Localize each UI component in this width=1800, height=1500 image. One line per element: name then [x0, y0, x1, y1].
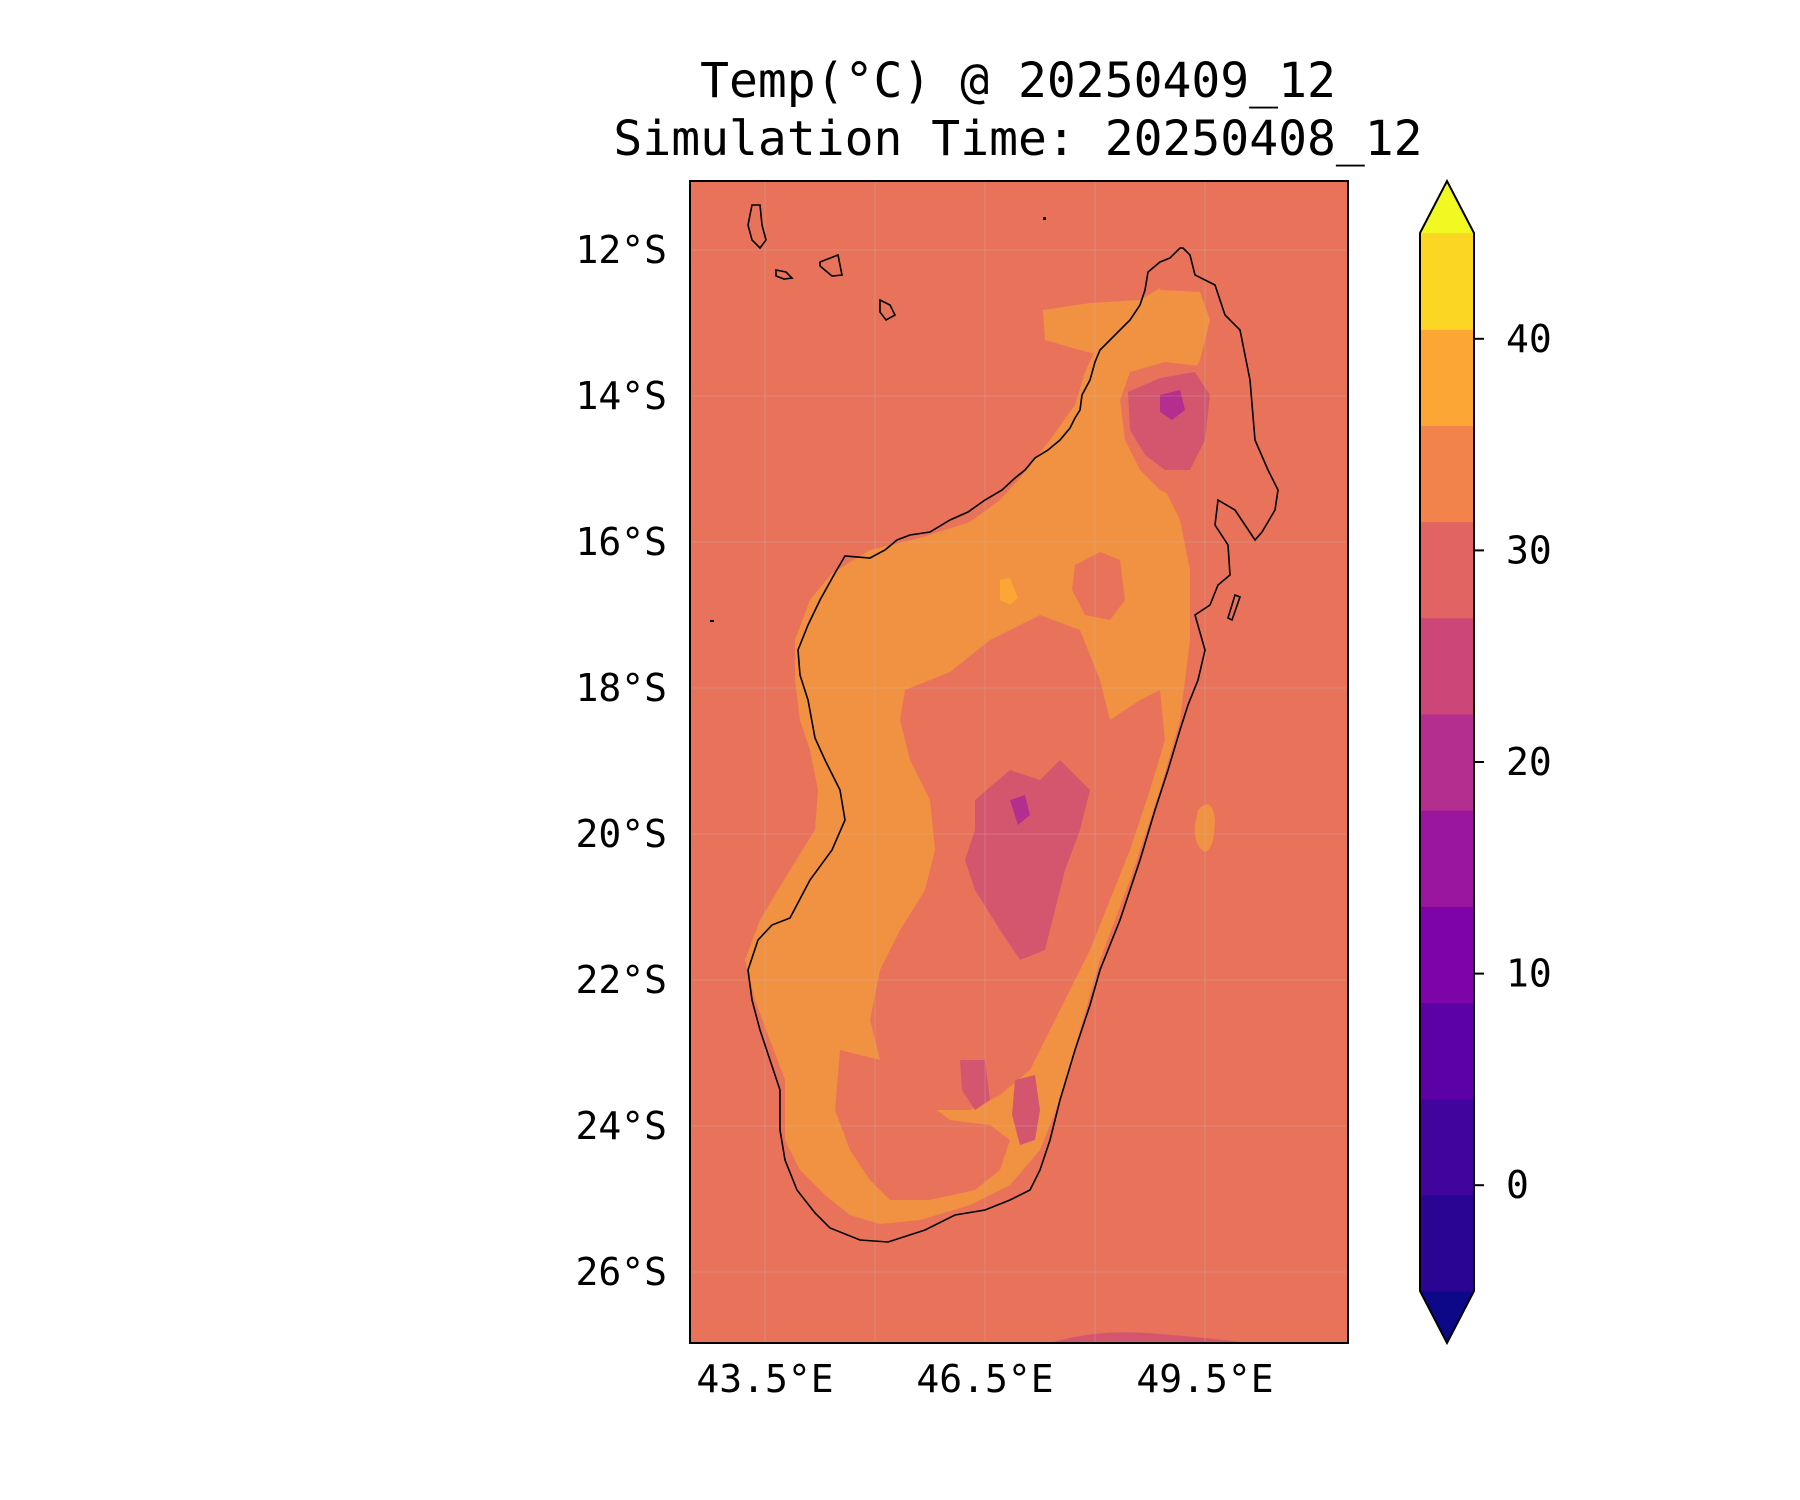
small-islet — [1043, 217, 1046, 220]
colorbar-segment — [1420, 1098, 1474, 1196]
map-frame — [689, 180, 1349, 1344]
lon-tick-43-5e: 43.5°E — [696, 1357, 833, 1401]
southern-cool-band — [1050, 1332, 1250, 1343]
colorbar: 0 10 20 30 40 — [1419, 178, 1552, 1346]
lat-tick-20s: 20°S — [575, 812, 667, 856]
colorbar-segment — [1420, 617, 1474, 715]
northern-warm-region — [1043, 288, 1170, 360]
offshore-warm-blob — [1194, 804, 1215, 852]
colorbar-tick-label: 30 — [1506, 528, 1552, 572]
madagascar-coastline — [747, 247, 1279, 1243]
colorbar-tick-label: 20 — [1506, 740, 1552, 784]
highland-region-south — [835, 1050, 1010, 1200]
map-panel — [689, 180, 1349, 1344]
nosy-boraha-island — [1227, 593, 1242, 622]
cold-spot-central — [1010, 795, 1030, 825]
colorbar-segment — [1420, 1194, 1474, 1292]
colorbar-segment — [1420, 425, 1474, 523]
colorbar-segment — [1420, 233, 1474, 330]
longitude-tick-labels: 43.5°E 46.5°E 49.5°E — [696, 1357, 1273, 1401]
comoros-island-1 — [747, 204, 767, 250]
lat-tick-22s: 22°S — [575, 958, 667, 1002]
colorbar-extend-low — [1420, 1291, 1474, 1343]
lat-tick-24s: 24°S — [575, 1104, 667, 1148]
figure-title-line2: Simulation Time: 20250408_12 — [613, 111, 1422, 167]
colorbar-tick-label: 0 — [1506, 1163, 1529, 1207]
highland-region-northwest — [1072, 552, 1125, 620]
hot-spot — [1000, 578, 1018, 605]
lat-tick-14s: 14°S — [575, 374, 667, 418]
lon-tick-46-5e: 46.5°E — [916, 1357, 1053, 1401]
colorbar-extend-high — [1420, 181, 1474, 233]
latitude-tick-labels: 12°S 14°S 16°S 18°S 20°S 22°S 24°S 26°S — [575, 228, 667, 1294]
colorbar-outline — [1419, 178, 1475, 1346]
colorbar-tick-label: 40 — [1506, 317, 1552, 361]
mayotte-island — [879, 298, 897, 322]
comoros-island-2 — [775, 269, 794, 280]
cool-core-south — [1012, 1075, 1040, 1145]
map-gridlines — [690, 181, 1348, 1343]
figure-title-line1: Temp(°C) @ 20250409_12 — [700, 53, 1336, 109]
colorbar-ticks: 0 10 20 30 40 — [1474, 317, 1552, 1207]
comoros-island-3 — [819, 253, 843, 277]
colorbar-segment — [1420, 713, 1474, 811]
cold-spot-north — [1160, 390, 1185, 420]
colorbar-segments — [1420, 181, 1474, 1343]
cool-core-central — [965, 760, 1090, 960]
small-islet-west — [710, 620, 714, 622]
lat-tick-26s: 26°S — [575, 1250, 667, 1294]
cool-core-southwest — [960, 1060, 990, 1110]
lat-tick-18s: 18°S — [575, 666, 667, 710]
colorbar-segment — [1420, 1002, 1474, 1100]
colorbar-segment — [1420, 810, 1474, 907]
colorbar-tick-label: 10 — [1506, 952, 1552, 996]
lat-tick-12s: 12°S — [575, 228, 667, 272]
colorbar-segment — [1420, 906, 1474, 1004]
colorbar-segment — [1420, 521, 1474, 619]
cool-core-north — [1128, 372, 1210, 470]
lon-tick-49-5e: 49.5°E — [1136, 1357, 1273, 1401]
lat-tick-16s: 16°S — [575, 520, 667, 564]
colorbar-segment — [1420, 329, 1474, 426]
